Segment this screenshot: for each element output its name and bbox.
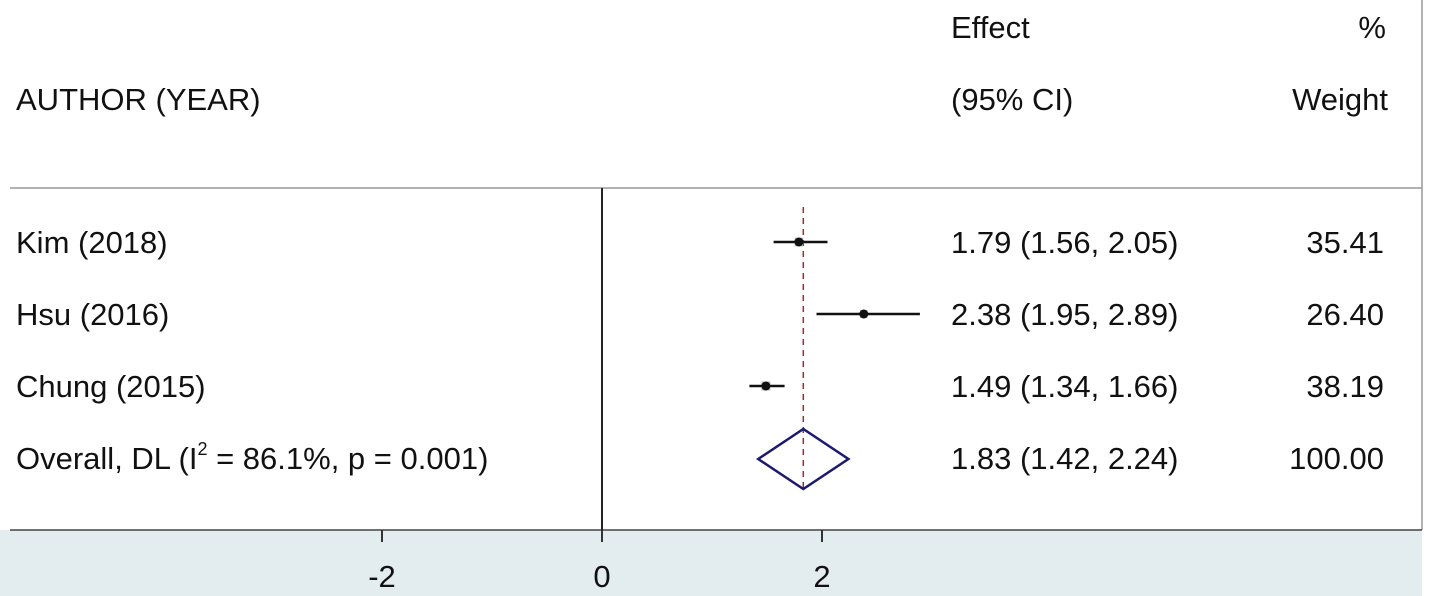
percent-column-header: %	[1358, 10, 1386, 45]
overall-label: Overall, DL (I2 = 86.1%, p = 0.001)	[16, 438, 489, 476]
point-estimate	[761, 381, 771, 391]
study-label: Kim (2018)	[16, 225, 168, 260]
x-tick-label: -2	[368, 559, 396, 594]
overall-effect: 1.83 (1.42, 2.24)	[951, 441, 1179, 476]
study-label: Chung (2015)	[16, 369, 206, 404]
x-tick-label: 0	[593, 559, 610, 594]
point-estimate	[859, 309, 869, 319]
author-column-header: AUTHOR (YEAR)	[16, 82, 261, 117]
weight-column-header: Weight	[1292, 82, 1388, 117]
effect-column-header: Effect	[951, 10, 1030, 45]
study-weight: 35.41	[1306, 225, 1384, 260]
study-effect: 2.38 (1.95, 2.89)	[951, 297, 1179, 332]
axis-band	[0, 530, 1422, 596]
overall-diamond	[755, 427, 851, 491]
point-estimate	[794, 237, 804, 247]
study-effect: 1.49 (1.34, 1.66)	[951, 369, 1179, 404]
study-weight: 38.19	[1306, 369, 1384, 404]
ci-column-header: (95% CI)	[951, 82, 1074, 117]
study-weight: 26.40	[1306, 297, 1384, 332]
x-tick-label: 2	[813, 559, 830, 594]
overall-weight: 100.00	[1289, 441, 1384, 476]
study-label: Hsu (2016)	[16, 297, 170, 332]
study-effect: 1.79 (1.56, 2.05)	[951, 225, 1179, 260]
